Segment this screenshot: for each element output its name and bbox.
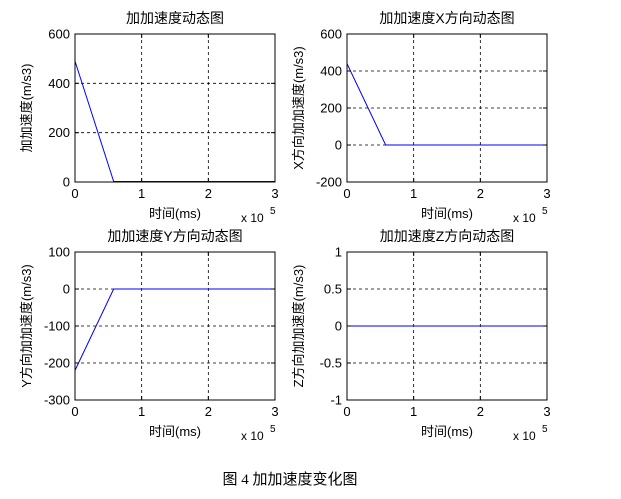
y-tick-label: 100	[48, 245, 70, 260]
x-tick-label: 1	[410, 186, 417, 201]
x-tick-label: 0	[71, 186, 78, 201]
series-line-1	[74, 288, 275, 371]
y-tick-label: -200	[316, 175, 342, 190]
plot-area	[347, 34, 547, 182]
y-axis-label: Y方向加加速度(m/s3)	[19, 264, 34, 388]
x-tick-label: 2	[205, 404, 212, 419]
y-tick-label: 0	[335, 319, 342, 334]
y-axis-label: Z方向加加速度(m/s3)	[291, 265, 306, 388]
x-tick-label: 3	[543, 186, 550, 201]
y-tick-label: 1	[335, 245, 342, 260]
x-axis-label: 时间(ms)	[421, 424, 473, 439]
plot-area	[75, 252, 275, 400]
x-axis-multiplier: x 10	[241, 211, 264, 225]
x-tick-label: 3	[271, 186, 278, 201]
x-tick-label: 1	[138, 186, 145, 201]
x-tick-label: 0	[343, 186, 350, 201]
x-tick-label: 0	[343, 404, 350, 419]
x-axis-multiplier-exponent: 5	[270, 206, 276, 217]
x-axis-multiplier-exponent: 5	[270, 424, 276, 435]
y-axis-label: X方向加加速度(m/s3)	[291, 46, 306, 170]
figure-caption: 图 4 加加速度变化图	[222, 472, 358, 488]
subplot-title: 加加速度X方向动态图	[379, 10, 514, 26]
x-axis-multiplier-exponent: 5	[542, 206, 548, 217]
x-tick-label: 3	[543, 404, 550, 419]
y-tick-label: 0	[63, 282, 70, 297]
subplot-title: 加加速度Y方向动态图	[107, 228, 242, 244]
x-tick-label: 3	[271, 404, 278, 419]
x-tick-label: 1	[138, 404, 145, 419]
x-axis-multiplier: x 10	[513, 211, 536, 225]
y-tick-label: 0.5	[324, 282, 342, 297]
y-tick-label: -200	[44, 356, 70, 371]
x-axis-multiplier-exponent: 5	[542, 424, 548, 435]
x-axis-multiplier: x 10	[241, 429, 264, 443]
x-axis-label: 时间(ms)	[149, 424, 201, 439]
plot-area	[75, 34, 275, 182]
series-line-1	[346, 63, 547, 146]
y-tick-label: 600	[320, 27, 342, 42]
y-axis-label: 加加速度(m/s3)	[19, 64, 34, 153]
subplot-title: 加加速度动态图	[126, 10, 224, 26]
x-tick-label: 0	[71, 404, 78, 419]
y-tick-label: -100	[44, 319, 70, 334]
y-tick-label: -0.5	[320, 356, 342, 371]
x-axis-multiplier: x 10	[513, 429, 536, 443]
subplot-title: 加加速度Z方向动态图	[380, 228, 515, 244]
x-tick-label: 2	[205, 186, 212, 201]
x-tick-label: 1	[410, 404, 417, 419]
x-axis-label: 时间(ms)	[421, 206, 473, 221]
y-tick-label: 600	[48, 27, 70, 42]
y-tick-label: -300	[44, 393, 70, 408]
y-tick-label: 200	[48, 125, 70, 140]
axes-box	[74, 33, 276, 183]
x-axis-label: 时间(ms)	[149, 206, 201, 221]
y-tick-label: 0	[335, 138, 342, 153]
y-tick-label: 200	[320, 101, 342, 116]
y-tick-label: 400	[48, 76, 70, 91]
y-tick-label: 400	[320, 64, 342, 79]
y-tick-label: -1	[330, 393, 342, 408]
y-tick-label: 0	[63, 175, 70, 190]
x-tick-label: 2	[477, 186, 484, 201]
x-tick-label: 2	[477, 404, 484, 419]
